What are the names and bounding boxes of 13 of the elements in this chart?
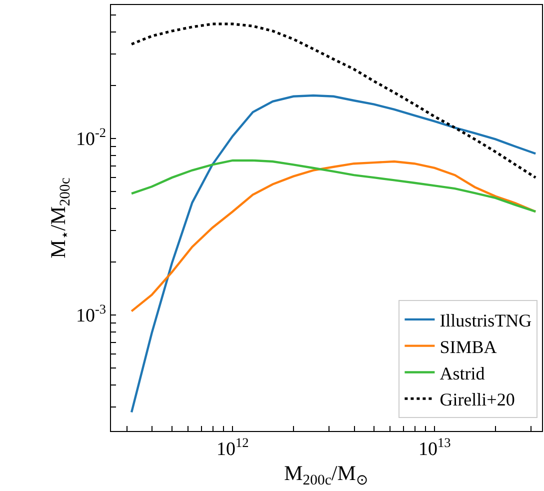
line-series <box>130 22 537 179</box>
legend-label: SIMBA <box>440 336 497 357</box>
x-tick-label: 10$^{13}$ <box>418 434 452 460</box>
x-axis-title: M$_{200c}$/M$_{⊙}$ <box>284 461 369 489</box>
line-series <box>130 160 537 312</box>
y-tick-label: 10$^{-2}$ <box>76 125 106 150</box>
line-series <box>130 159 537 213</box>
legend-label: Girelli+20 <box>440 390 515 410</box>
y-tick-label: 10$^{-3}$ <box>76 302 106 327</box>
legend-label: IllustrisTNG <box>440 310 532 330</box>
line-series <box>130 94 537 414</box>
x-tick-label: 10$^{12}$ <box>216 434 249 460</box>
legend-label: Astrid <box>440 363 485 384</box>
